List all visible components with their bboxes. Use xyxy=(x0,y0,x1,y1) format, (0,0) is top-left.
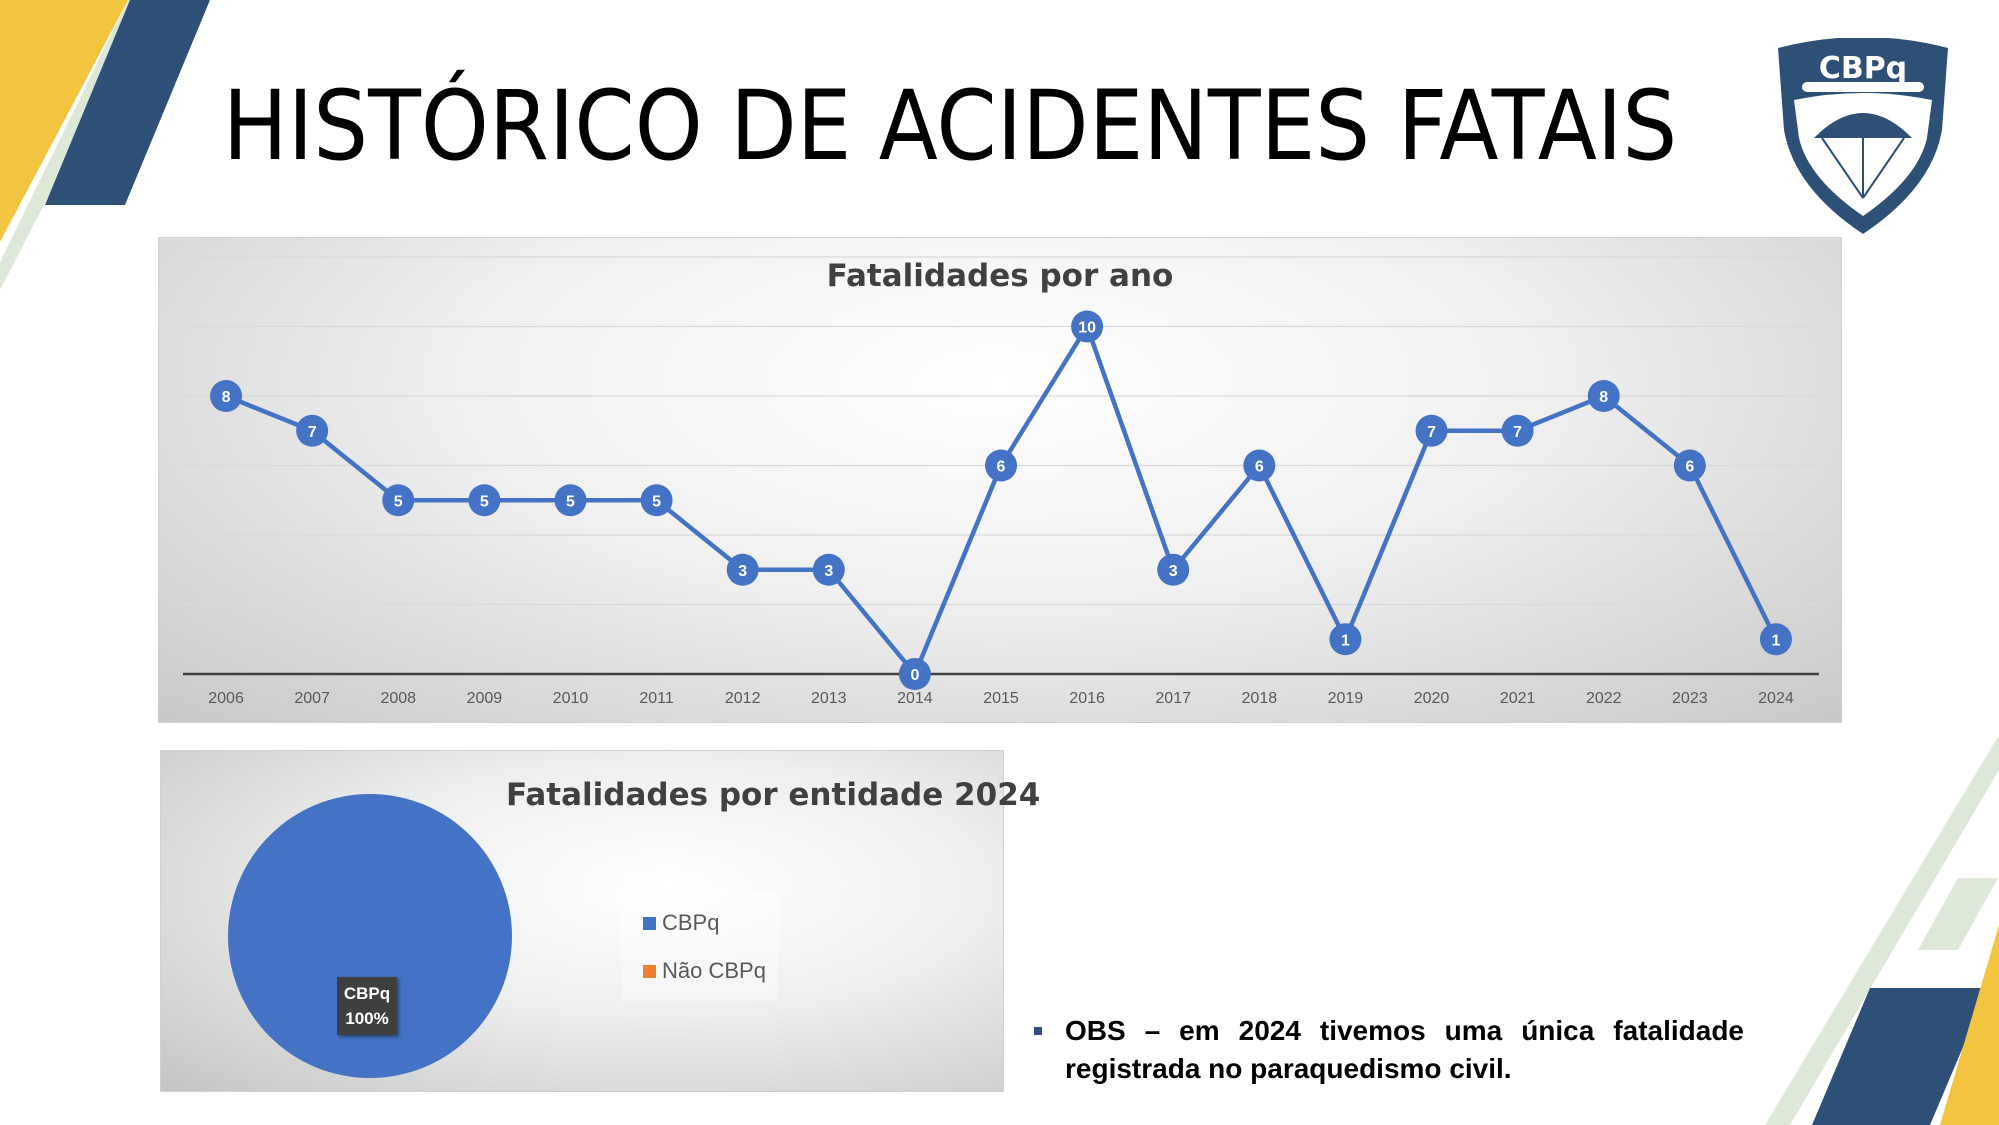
cbpq-logo: CBPq xyxy=(1778,38,1948,234)
line-chart: 8 2006 7 2007 5 2008 5 2009 5 2010 5 2011 3 2012 3 2013… xyxy=(183,256,1819,707)
data-label: 6 xyxy=(1255,459,1264,476)
bottom-right-yellow-stripe xyxy=(1940,925,1999,1125)
legend-item-cbpq: CBPq xyxy=(621,899,779,947)
data-label: 7 xyxy=(308,424,317,441)
data-label: 6 xyxy=(997,459,1006,476)
data-label: 1 xyxy=(1341,632,1350,649)
legend-swatch-cbpq xyxy=(643,916,656,930)
legend-label-cbpq: CBPq xyxy=(662,910,720,935)
x-tick-label: 2024 xyxy=(1758,690,1794,707)
data-point xyxy=(812,553,845,586)
x-tick-label: 2018 xyxy=(1242,690,1278,707)
x-tick-label: 2007 xyxy=(294,690,330,707)
x-tick-label: 2015 xyxy=(983,690,1019,707)
legend-label-nao-cbpq: Não CBPq xyxy=(662,958,766,983)
page-title: HISTÓRICO DE ACIDENTES FATAIS xyxy=(222,70,1678,182)
data-point xyxy=(1759,623,1792,656)
line-chart-panel: Fatalidades por ano 8 2006 7 2007 5 2008 5 2009… xyxy=(158,237,1842,723)
x-tick-label: 2014 xyxy=(897,690,933,707)
data-label: 5 xyxy=(566,493,575,510)
obs-note: OBS – em 2024 tivemos uma única fatalida… xyxy=(1034,1012,1744,1088)
data-point xyxy=(1501,414,1534,447)
data-point xyxy=(382,484,415,517)
data-point xyxy=(296,414,329,447)
x-tick-label: 2013 xyxy=(811,690,847,707)
x-tick-label: 2006 xyxy=(208,690,244,707)
data-point xyxy=(985,449,1017,482)
x-tick-label: 2022 xyxy=(1586,690,1622,707)
data-point xyxy=(1587,380,1620,412)
data-point xyxy=(1673,449,1706,482)
data-label: 8 xyxy=(1599,389,1608,406)
data-point xyxy=(1071,310,1104,343)
x-tick-label: 2017 xyxy=(1155,690,1191,707)
legend-swatch-nao-cbpq xyxy=(643,964,656,978)
x-tick-label: 2008 xyxy=(380,690,416,707)
pie-legend: CBPq Não CBPq xyxy=(621,893,779,1001)
x-tick-label: 2023 xyxy=(1672,690,1708,707)
pie-slice-label-percent: 100% xyxy=(345,1009,389,1028)
top-left-yellow-stripe xyxy=(0,0,128,242)
data-point xyxy=(898,658,931,690)
data-point xyxy=(640,484,673,517)
bottom-right-green-block xyxy=(1918,878,1998,950)
data-label: 0 xyxy=(910,667,919,684)
data-point xyxy=(726,553,759,586)
data-label: 1 xyxy=(1771,632,1780,649)
x-tick-label: 2016 xyxy=(1069,690,1105,707)
data-point xyxy=(1157,553,1190,586)
legend-item-nao-cbpq: Não CBPq xyxy=(621,947,779,995)
bullet-icon xyxy=(1034,1027,1042,1035)
data-label: 6 xyxy=(1685,459,1694,476)
data-point xyxy=(468,484,501,517)
x-tick-label: 2011 xyxy=(639,690,674,707)
data-label: 5 xyxy=(394,493,403,510)
pie-chart xyxy=(228,794,512,1078)
data-point xyxy=(1329,623,1362,656)
pie-chart-title: Fatalidades por entidade 2024 xyxy=(506,777,1041,813)
data-label: 7 xyxy=(1513,424,1522,441)
data-point xyxy=(554,484,587,517)
x-tick-label: 2012 xyxy=(725,690,761,707)
data-point xyxy=(1243,449,1276,482)
data-label: 8 xyxy=(222,389,231,406)
data-point xyxy=(210,380,243,412)
data-point xyxy=(1415,414,1448,447)
x-tick-label: 2019 xyxy=(1328,690,1364,707)
bottom-right-green-stripe xyxy=(1765,735,1999,1125)
data-label: 5 xyxy=(480,493,489,510)
pie-chart-panel: Fatalidades por entidade 2024 CBPq 100% … xyxy=(160,750,1041,1092)
pie-slice-label-name: CBPq xyxy=(343,984,391,1003)
pie-slice-label: CBPq 100% xyxy=(337,977,397,1035)
x-tick-label: 2009 xyxy=(467,690,503,707)
pie-slice-cbpq xyxy=(228,794,512,1078)
data-label: 3 xyxy=(1169,563,1178,580)
x-tick-label: 2020 xyxy=(1414,690,1450,707)
data-label: 3 xyxy=(738,563,747,580)
line-chart-title: Fatalidades por ano xyxy=(826,258,1174,294)
svg-text:CBPq: CBPq xyxy=(1819,51,1907,86)
x-tick-label: 2021 xyxy=(1500,690,1536,707)
bottom-right-navy-stripe xyxy=(1812,988,1988,1125)
obs-note-text: OBS – em 2024 tivemos uma única fatalida… xyxy=(1065,1015,1744,1084)
data-label: 10 xyxy=(1078,320,1096,337)
x-tick-label: 2010 xyxy=(553,690,589,707)
series-line xyxy=(225,324,1778,677)
data-label: 7 xyxy=(1427,424,1436,441)
top-left-navy-stripe xyxy=(45,0,210,205)
data-label: 3 xyxy=(824,563,833,580)
data-label: 5 xyxy=(652,493,661,510)
